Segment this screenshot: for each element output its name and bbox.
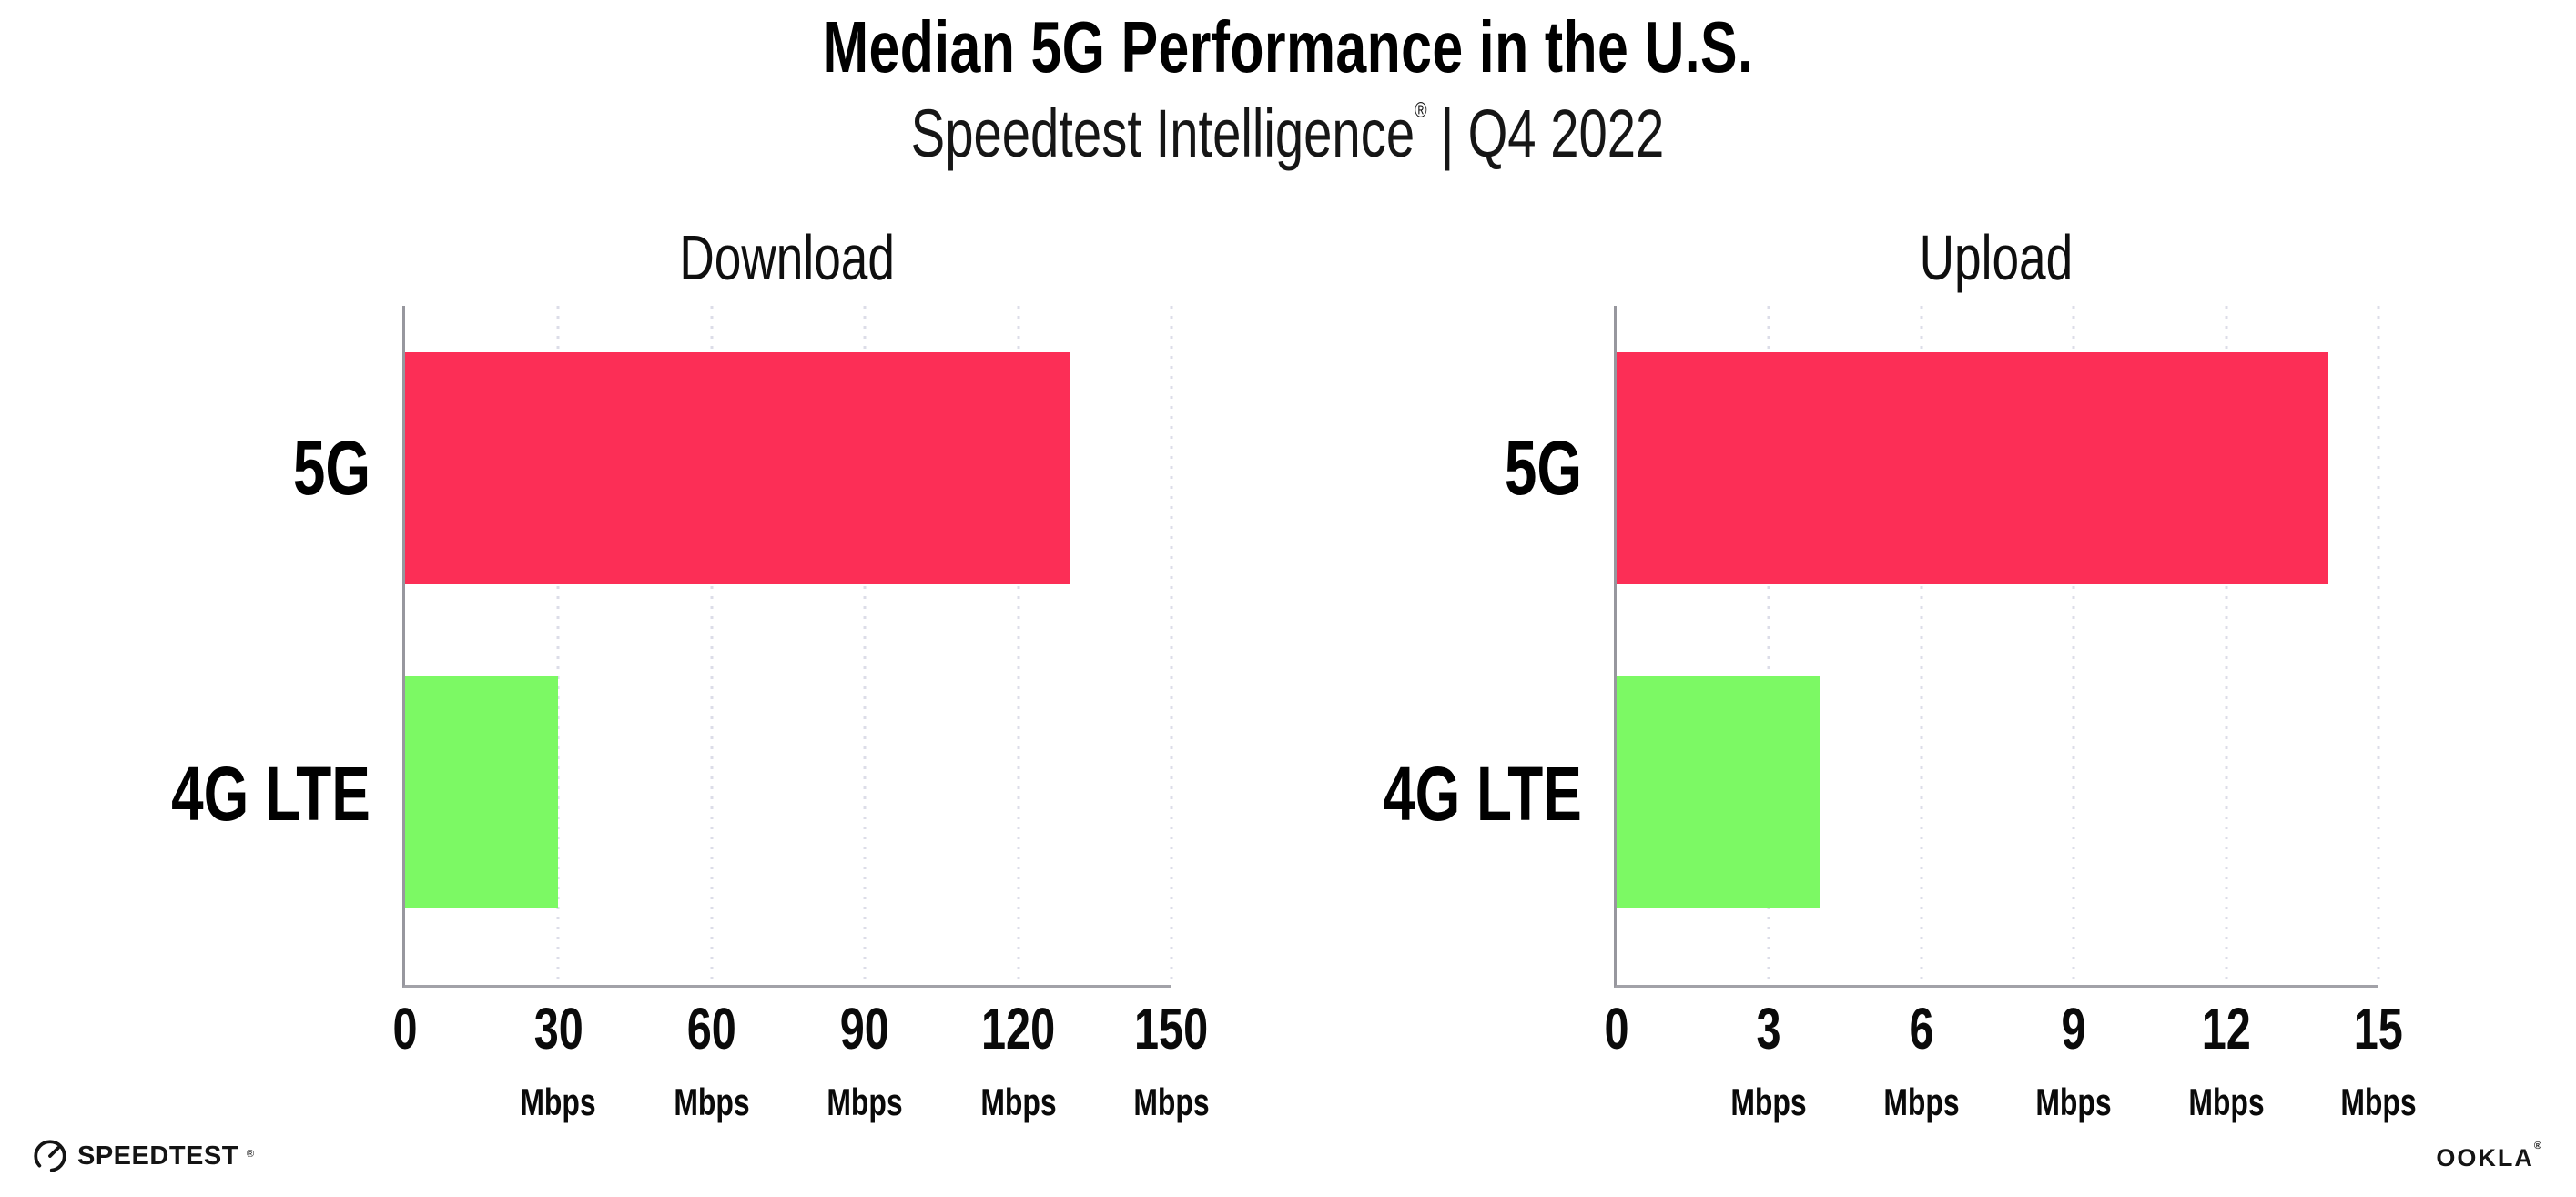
gridline-3 bbox=[1767, 306, 1770, 985]
speedtest-logo: SPEEDTEST ® bbox=[31, 1137, 254, 1175]
gridline-9 bbox=[2072, 306, 2075, 985]
gridline-90 bbox=[863, 306, 867, 985]
x-tick-90: 90 Mbps bbox=[827, 996, 903, 1123]
x-tick-0: 0 bbox=[392, 996, 418, 1061]
subtitle-separator: | bbox=[1441, 96, 1455, 171]
bar-5g bbox=[405, 351, 1070, 584]
speedtest-wordmark: SPEEDTEST bbox=[77, 1141, 238, 1171]
download-plot-area: 5G 4G LTE 0 30 Mbps 60 Mbps 90 Mbps 120 Mbps 150 Mbp… bbox=[171, 306, 1210, 1121]
page-subtitle: Speedtest Intelligence® | Q4 2022 bbox=[0, 96, 2576, 170]
panel-title-download: Download bbox=[679, 222, 895, 293]
bar-4g-lte bbox=[405, 676, 559, 909]
x-tick-60: 60 Mbps bbox=[674, 996, 750, 1123]
panel-title-upload: Upload bbox=[1919, 222, 2074, 293]
bar-4g-lte bbox=[1617, 676, 1820, 909]
upload-plot-area: 5G 4G LTE 0 3 Mbps 6 Mbps 9 Mbps 12 Mbps 15 Mbps bbox=[1383, 306, 2417, 1121]
x-tick-9: 9 Mbps bbox=[2035, 996, 2112, 1123]
gridline-15 bbox=[2377, 306, 2380, 985]
category-label-4g-lte: 4G LTE bbox=[1383, 751, 1582, 837]
subtitle-period: Q4 2022 bbox=[1468, 96, 1665, 171]
x-tick-6: 6 Mbps bbox=[1883, 996, 1960, 1123]
ookla-registered-icon: ® bbox=[2533, 1141, 2543, 1151]
x-tick-0: 0 bbox=[1604, 996, 1629, 1061]
x-tick-120: 120 Mbps bbox=[979, 996, 1057, 1123]
x-tick-30: 30 Mbps bbox=[520, 996, 597, 1123]
download-chart-panel: Download 5G 4G LTE 0 30 Mbps 60 Mbps 90 Mbps 120 M… bbox=[171, 226, 1210, 1121]
subtitle-brand: Speedtest Intelligence bbox=[911, 96, 1415, 171]
x-tick-15: 15 Mbps bbox=[2340, 996, 2417, 1123]
registered-mark-icon: ® bbox=[1415, 98, 1428, 123]
gridline-12 bbox=[2225, 306, 2228, 985]
gridline-120 bbox=[1017, 306, 1020, 985]
gridline-150 bbox=[1170, 306, 1173, 985]
ookla-logo: OOKLA® bbox=[2436, 1141, 2543, 1172]
gridline-6 bbox=[1920, 306, 1923, 985]
gridline-60 bbox=[710, 306, 714, 985]
category-label-4g-lte: 4G LTE bbox=[171, 751, 370, 837]
category-label-5g: 5G bbox=[1504, 425, 1582, 512]
x-tick-12: 12 Mbps bbox=[2187, 996, 2265, 1123]
gridline-30 bbox=[556, 306, 560, 985]
speedtest-gauge-icon bbox=[34, 1140, 66, 1172]
x-tick-150: 150 Mbps bbox=[1133, 996, 1210, 1123]
speedtest-registered-icon: ® bbox=[246, 1149, 255, 1160]
page-title: Median 5G Performance in the U.S. bbox=[822, 6, 1754, 87]
ookla-wordmark: OOKLA bbox=[2436, 1144, 2534, 1172]
category-label-5g: 5G bbox=[292, 425, 370, 512]
x-tick-3: 3 Mbps bbox=[1730, 996, 1808, 1123]
upload-chart-panel: Upload 5G 4G LTE 0 3 Mbps 6 Mbps 9 Mbps 12 Mbps 15 M… bbox=[1383, 226, 2417, 1121]
page-title-wrap: Median 5G Performance in the U.S. bbox=[0, 11, 2576, 84]
bar-5g bbox=[1617, 351, 2328, 584]
